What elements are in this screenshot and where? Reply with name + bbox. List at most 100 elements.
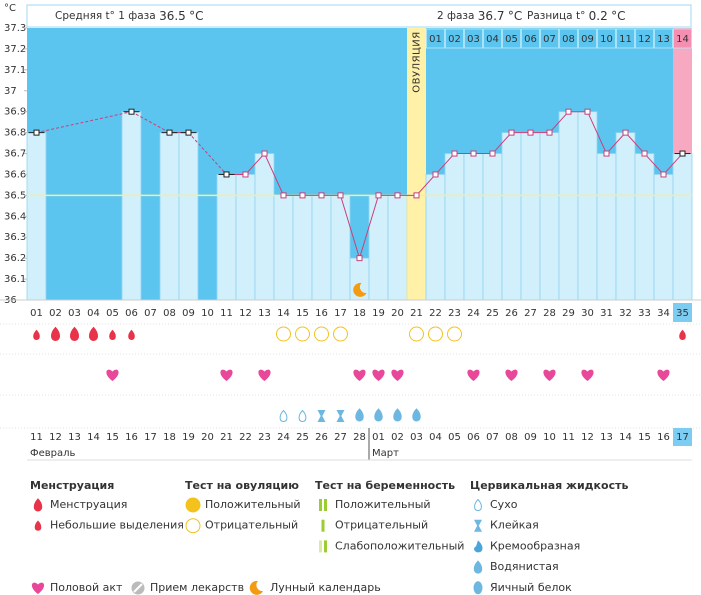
temperature-point xyxy=(432,171,439,178)
temperature-line xyxy=(663,153,683,175)
y-tick-label: 37.2 xyxy=(4,44,26,55)
heart-icon xyxy=(543,369,556,381)
y-tick-label: 36.2 xyxy=(4,253,26,264)
y-tick-label: 36.7 xyxy=(4,149,26,160)
phase2-day-cell xyxy=(464,28,483,49)
temperature-line xyxy=(606,132,626,154)
sticky-icon xyxy=(336,410,345,422)
phase2-day-cell xyxy=(578,28,597,49)
sticky-icon xyxy=(317,410,326,422)
temperature-column xyxy=(501,132,522,301)
legend-item: Кремообразная xyxy=(490,539,580,552)
temperature-column xyxy=(26,132,47,301)
date-label: 11 xyxy=(30,432,43,443)
temperature-point xyxy=(622,129,629,136)
temperature-line xyxy=(359,195,379,259)
cycle-day-label: 10 xyxy=(201,308,214,319)
heart-icon xyxy=(372,369,385,381)
date-label: 03 xyxy=(410,432,423,443)
y-tick-label: 36.3 xyxy=(4,232,26,243)
phase2-day-label: 12 xyxy=(638,34,651,45)
cycle-day-label: 21 xyxy=(410,308,423,319)
legend-item: Половой акт xyxy=(50,581,123,594)
temperature-point xyxy=(318,192,325,199)
temperature-point xyxy=(166,129,173,136)
watery-icon xyxy=(412,408,421,422)
temperature-point xyxy=(660,171,667,178)
legend-icon xyxy=(34,520,42,531)
legend-item: Положительный xyxy=(335,498,431,511)
y-tick-label: 36.6 xyxy=(4,169,26,180)
cycle-day-label: 08 xyxy=(163,308,176,319)
cycle-day-label: 27 xyxy=(524,308,537,319)
legend-item: Менструация xyxy=(50,498,127,511)
legend-icon xyxy=(474,498,482,512)
date-label: 21 xyxy=(220,432,233,443)
month-label: Февраль xyxy=(30,448,76,459)
temperature-point xyxy=(565,108,572,115)
date-label: 18 xyxy=(163,432,176,443)
temperature-line-dashed xyxy=(188,132,227,175)
menstruation-icon xyxy=(88,326,99,342)
date-label: 15 xyxy=(106,432,119,443)
temperature-point xyxy=(546,129,553,136)
current-day-box xyxy=(673,303,692,322)
ovulation-test-icon xyxy=(447,326,462,342)
temperature-column xyxy=(463,153,484,301)
date-label: 16 xyxy=(657,432,670,443)
temperature-point xyxy=(641,150,648,157)
date-label: 01 xyxy=(372,432,385,443)
watery-icon xyxy=(355,408,364,422)
heart-icon xyxy=(353,369,366,381)
temperature-point xyxy=(603,150,610,157)
date-label: 26 xyxy=(315,432,328,443)
legend-title: Тест на беременность xyxy=(315,479,455,492)
month-label: Март xyxy=(372,448,399,459)
legend-title: Тест на овуляцию xyxy=(185,479,299,492)
phase2-day-cell xyxy=(521,28,540,49)
watery-icon xyxy=(374,408,383,422)
legend-icon xyxy=(185,497,201,513)
cycle-day-label: 25 xyxy=(486,308,499,319)
temperature-point xyxy=(489,150,496,157)
temperature-column xyxy=(577,111,598,301)
legend-item: Водянистая xyxy=(490,560,559,573)
cycle-day-label: 35 xyxy=(676,308,689,319)
cycle-day-label: 06 xyxy=(125,308,138,319)
menstruation-icon xyxy=(69,326,80,342)
phase2-day-label: 06 xyxy=(524,34,537,45)
temperature-column xyxy=(254,153,275,301)
date-label: 27 xyxy=(334,432,347,443)
phase2-day-cell xyxy=(426,28,445,49)
menstruation-icon xyxy=(50,326,61,342)
ovulation-test-icon xyxy=(314,326,329,342)
watery-icon xyxy=(393,408,402,422)
legend-title: Менструация xyxy=(30,479,114,492)
temperature-point xyxy=(33,129,40,136)
heart-icon xyxy=(467,369,480,381)
temperature-column xyxy=(292,194,313,301)
ovulation-test-icon xyxy=(295,326,310,342)
temperature-line xyxy=(492,132,512,154)
legend-icon xyxy=(473,581,483,595)
date-label: 19 xyxy=(182,432,195,443)
cycle-day-label: 26 xyxy=(505,308,518,319)
y-tick-label: 36.1 xyxy=(4,274,26,285)
temperature-column xyxy=(178,132,199,301)
heart-icon xyxy=(106,369,119,381)
date-label: 13 xyxy=(600,432,613,443)
legend-icon xyxy=(474,540,483,553)
ovulation-label: ОВУЛЯЦИЯ xyxy=(412,31,423,93)
phase2-day-label: 14 xyxy=(676,34,689,45)
temperature-column xyxy=(634,153,655,301)
cycle-day-label: 05 xyxy=(106,308,119,319)
temperature-column xyxy=(406,194,427,301)
cycle-day-label: 19 xyxy=(372,308,385,319)
legend-item: Сухо xyxy=(490,498,518,511)
cycle-day-label: 11 xyxy=(220,308,233,319)
legend-item: Лунный календарь xyxy=(270,581,381,594)
cycle-day-label: 02 xyxy=(49,308,62,319)
date-label: 05 xyxy=(448,432,461,443)
date-label: 17 xyxy=(144,432,157,443)
